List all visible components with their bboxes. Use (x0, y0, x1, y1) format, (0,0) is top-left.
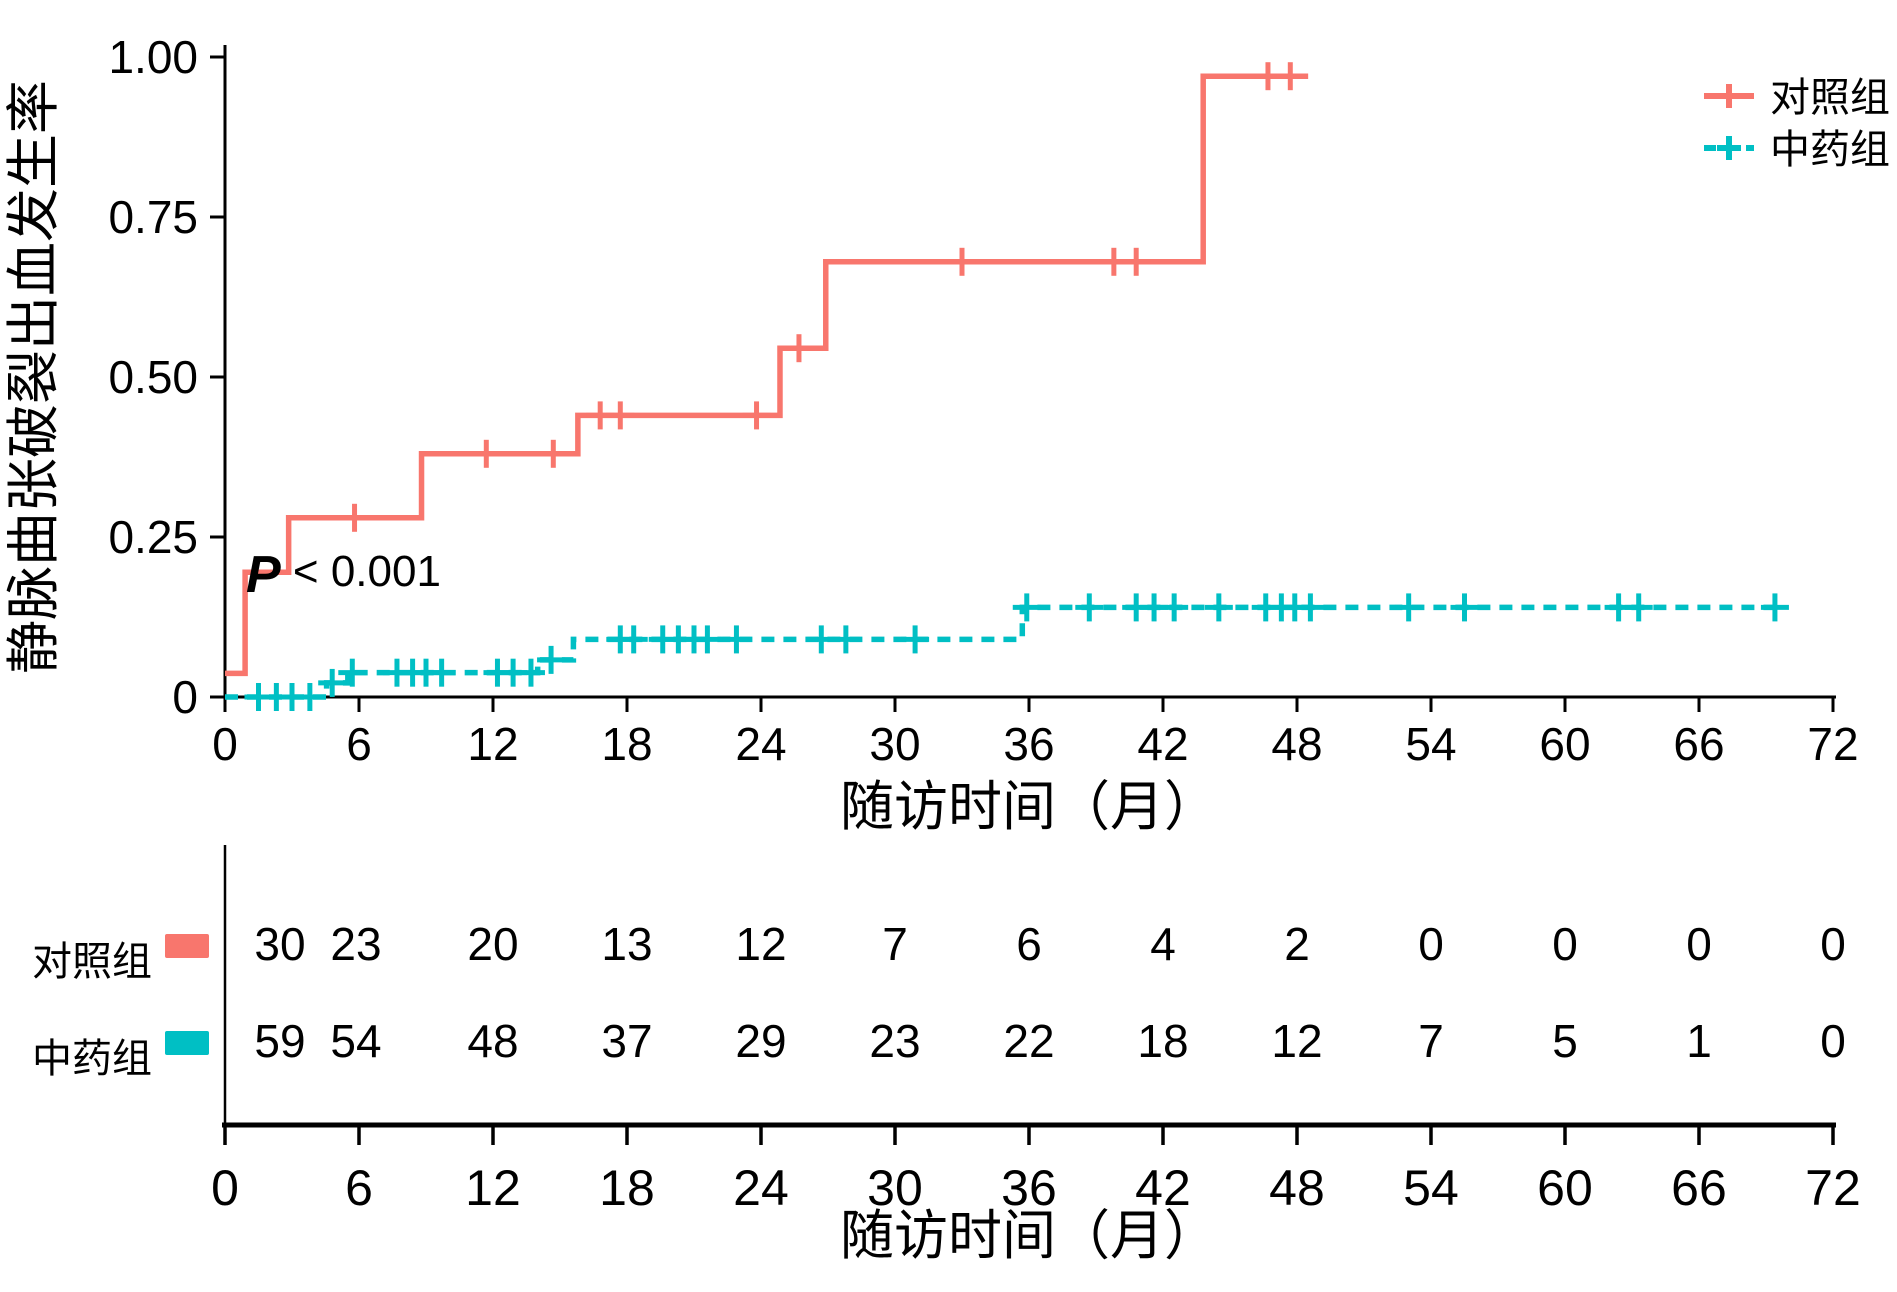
risk-count: 22 (1003, 1015, 1054, 1067)
x-axis-title-top: 随访时间（月） (840, 777, 1218, 837)
risk-count: 54 (330, 1015, 381, 1067)
risk-count: 0 (1686, 918, 1712, 970)
risk-x-tick-label: 24 (733, 1160, 789, 1216)
risk-count: 23 (330, 918, 381, 970)
risk-x-tick-label: 48 (1269, 1160, 1325, 1216)
risk-count: 23 (869, 1015, 920, 1067)
x-tick-label: 12 (467, 718, 518, 770)
x-tick-label: 42 (1137, 718, 1188, 770)
p-value-text: < 0.001 (281, 547, 441, 596)
risk-x-tick-label: 12 (465, 1160, 521, 1216)
y-tick-label: 0.75 (108, 191, 198, 243)
risk-x-tick-label: 0 (211, 1160, 239, 1216)
legend-label-herbal: 中药组 (1770, 128, 1890, 172)
x-axis-title-bottom: 随访时间（月） (840, 1206, 1218, 1266)
curves-layer (225, 73, 1780, 700)
x-tick-label: 24 (735, 718, 786, 770)
control-group-curve (225, 73, 1309, 677)
x-tick-label: 36 (1003, 718, 1054, 770)
p-value-annotation: P < 0.001 (246, 546, 441, 604)
risk-row-label-herbal: 中药组 (32, 1037, 152, 1081)
risk-count: 7 (1418, 1015, 1444, 1067)
risk-count: 30 (254, 918, 305, 970)
x-tick-label: 18 (601, 718, 652, 770)
censor-marks-layer (244, 62, 1789, 711)
risk-x-tick-label: 30 (867, 1160, 923, 1216)
control-censor-marks (340, 62, 1305, 532)
risk-swatch-control (165, 934, 209, 958)
risk-swatch-herbal (165, 1031, 209, 1055)
y-tick-label: 0.50 (108, 351, 198, 403)
risk-x-tick-label: 36 (1001, 1160, 1057, 1216)
x-tick-label: 54 (1405, 718, 1456, 770)
risk-count: 12 (1271, 1015, 1322, 1067)
x-tick-label: 48 (1271, 718, 1322, 770)
legend-label-control: 对照组 (1770, 76, 1890, 120)
x-tick-label: 0 (212, 718, 238, 770)
p-value-symbol: P (246, 546, 281, 604)
risk-count: 48 (467, 1015, 518, 1067)
risk-count: 4 (1150, 918, 1176, 970)
x-tick-label: 6 (346, 718, 372, 770)
risk-count: 5 (1552, 1015, 1578, 1067)
y-tick-label: 0.25 (108, 511, 198, 563)
risk-count: 2 (1284, 918, 1310, 970)
y-tick-label: 1.00 (108, 31, 198, 83)
risk-count: 29 (735, 1015, 786, 1067)
x-tick-label: 60 (1539, 718, 1590, 770)
risk-count: 1 (1686, 1015, 1712, 1067)
risk-count: 0 (1820, 1015, 1846, 1067)
risk-count: 59 (254, 1015, 305, 1067)
risk-x-tick-label: 60 (1537, 1160, 1593, 1216)
y-tick-label: 0 (172, 671, 198, 723)
legend-key-control (1704, 84, 1754, 108)
risk-x-tick-label: 42 (1135, 1160, 1191, 1216)
x-tick-label: 66 (1673, 718, 1724, 770)
axes-layer: 0 0.25 0.50 0.75 1.00 0 6 12 18 24 30 36 42 48 54 60 66 7… (108, 31, 1858, 770)
herbal-group-curve (225, 604, 1780, 700)
risk-count: 37 (601, 1015, 652, 1067)
risk-x-tick-label: 18 (599, 1160, 655, 1216)
y-axis-title: 静脉曲张破裂出血发生率 (4, 80, 64, 674)
risk-row-label-control: 对照组 (32, 940, 152, 984)
risk-count: 0 (1552, 918, 1578, 970)
risk-count: 0 (1820, 918, 1846, 970)
legend-key-herbal (1704, 136, 1754, 160)
risk-count: 12 (735, 918, 786, 970)
legend-keys-layer (1704, 84, 1754, 160)
risk-x-tick-label: 72 (1805, 1160, 1861, 1216)
risk-count: 0 (1418, 918, 1444, 970)
risk-count: 20 (467, 918, 518, 970)
risk-count: 6 (1016, 918, 1042, 970)
herbal-censor-marks (244, 593, 1789, 711)
x-tick-label: 30 (869, 718, 920, 770)
risk-count: 18 (1137, 1015, 1188, 1067)
x-tick-label: 72 (1807, 718, 1858, 770)
risk-x-tick-label: 66 (1671, 1160, 1727, 1216)
risk-count: 13 (601, 918, 652, 970)
risk-x-tick-label: 6 (345, 1160, 373, 1216)
risk-x-tick-label: 54 (1403, 1160, 1459, 1216)
risk-count: 7 (882, 918, 908, 970)
